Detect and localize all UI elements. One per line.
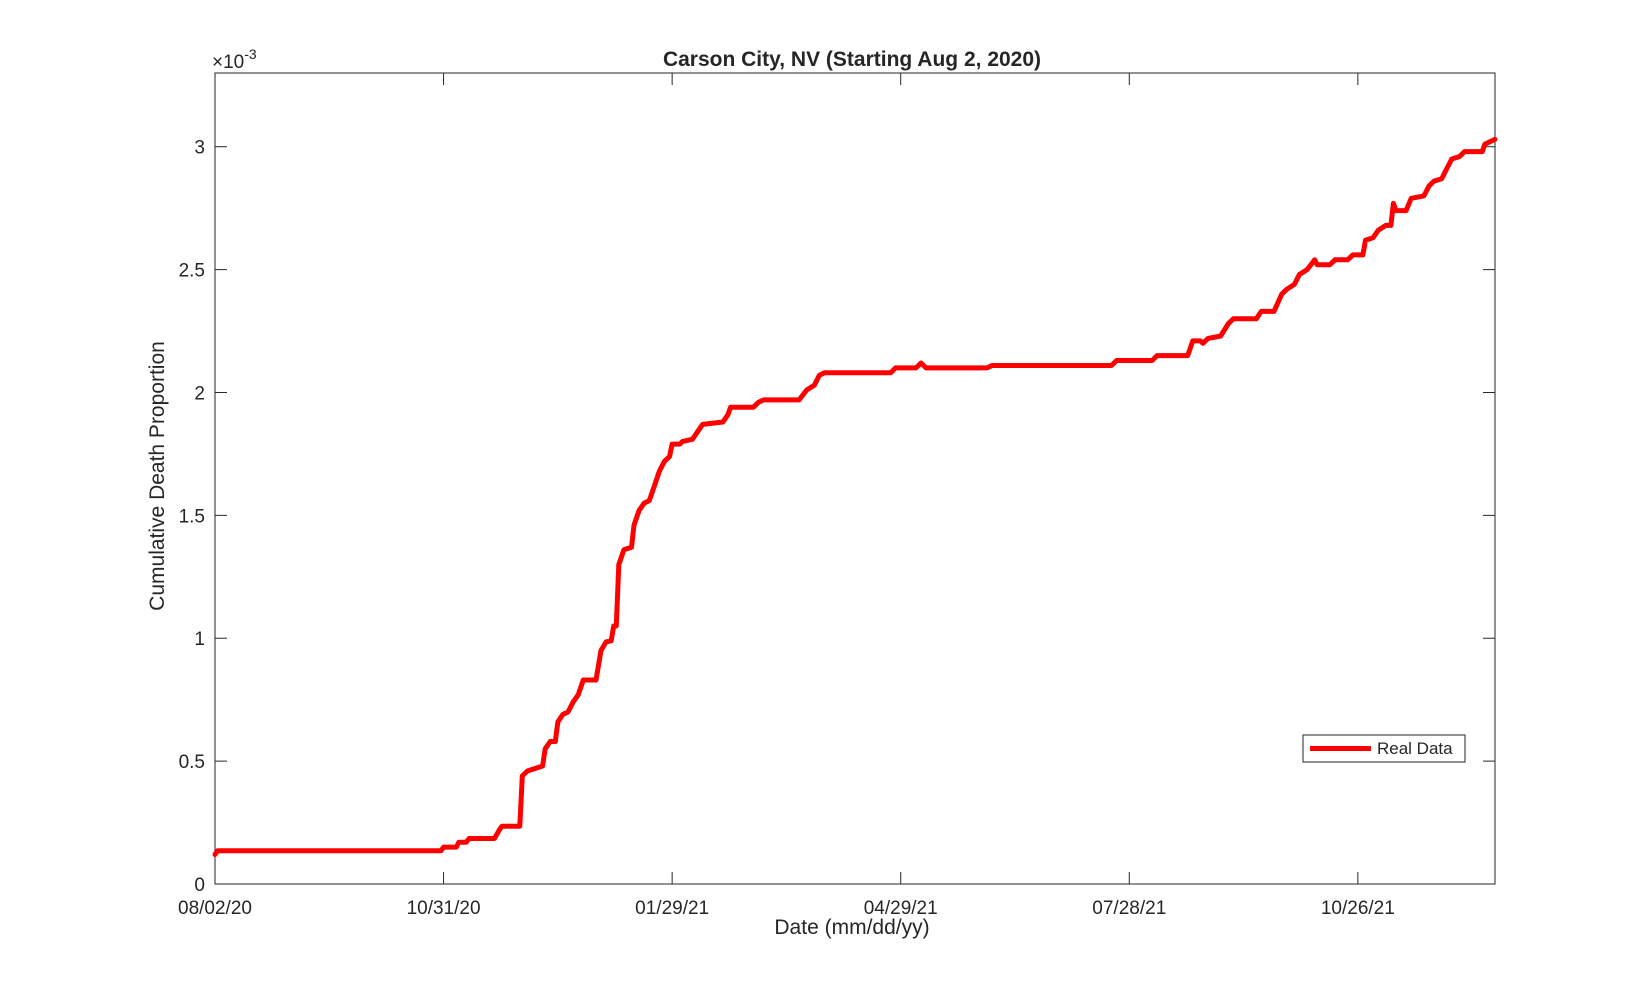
y-tick-label: 0 (194, 875, 205, 896)
y-tick-label: 0.5 (179, 752, 205, 773)
y-tick-label: 1.5 (179, 506, 205, 527)
series-layer (212, 136, 1498, 857)
y-tick-label: 2 (194, 383, 205, 404)
legend-label: Real Data (1377, 739, 1453, 758)
x-tick-label: 01/29/21 (635, 898, 709, 919)
x-axis-label: Date (mm/dd/yy) (774, 916, 929, 939)
y-tick-label: 1 (194, 629, 205, 650)
legend: Real Data (1302, 734, 1466, 763)
x-tick-label: 10/26/21 (1321, 898, 1395, 919)
axes: 08/02/20 10/31/20 01/29/21 04/29/21 07/28/21… (178, 72, 1496, 919)
series-line-real-data (212, 136, 1498, 857)
plot-area-box (214, 72, 1496, 885)
y-axis-exponent: ×10-3 (212, 46, 257, 73)
x-tick-label: 08/02/20 (178, 898, 252, 919)
y-tick-label: 2.5 (179, 261, 205, 282)
y-axis-exponent-base: ×10 (212, 52, 244, 73)
y-axis-label: Cumulative Death Proportion (146, 341, 169, 611)
y-tick-label: 3 (194, 138, 205, 159)
x-tick-label: 04/29/21 (864, 898, 938, 919)
x-tick-label: 07/28/21 (1092, 898, 1166, 919)
x-tick-label: 10/31/20 (407, 898, 481, 919)
y-axis-exponent-power: -3 (244, 46, 257, 62)
chart-title: Carson City, NV (Starting Aug 2, 2020) (663, 48, 1041, 71)
